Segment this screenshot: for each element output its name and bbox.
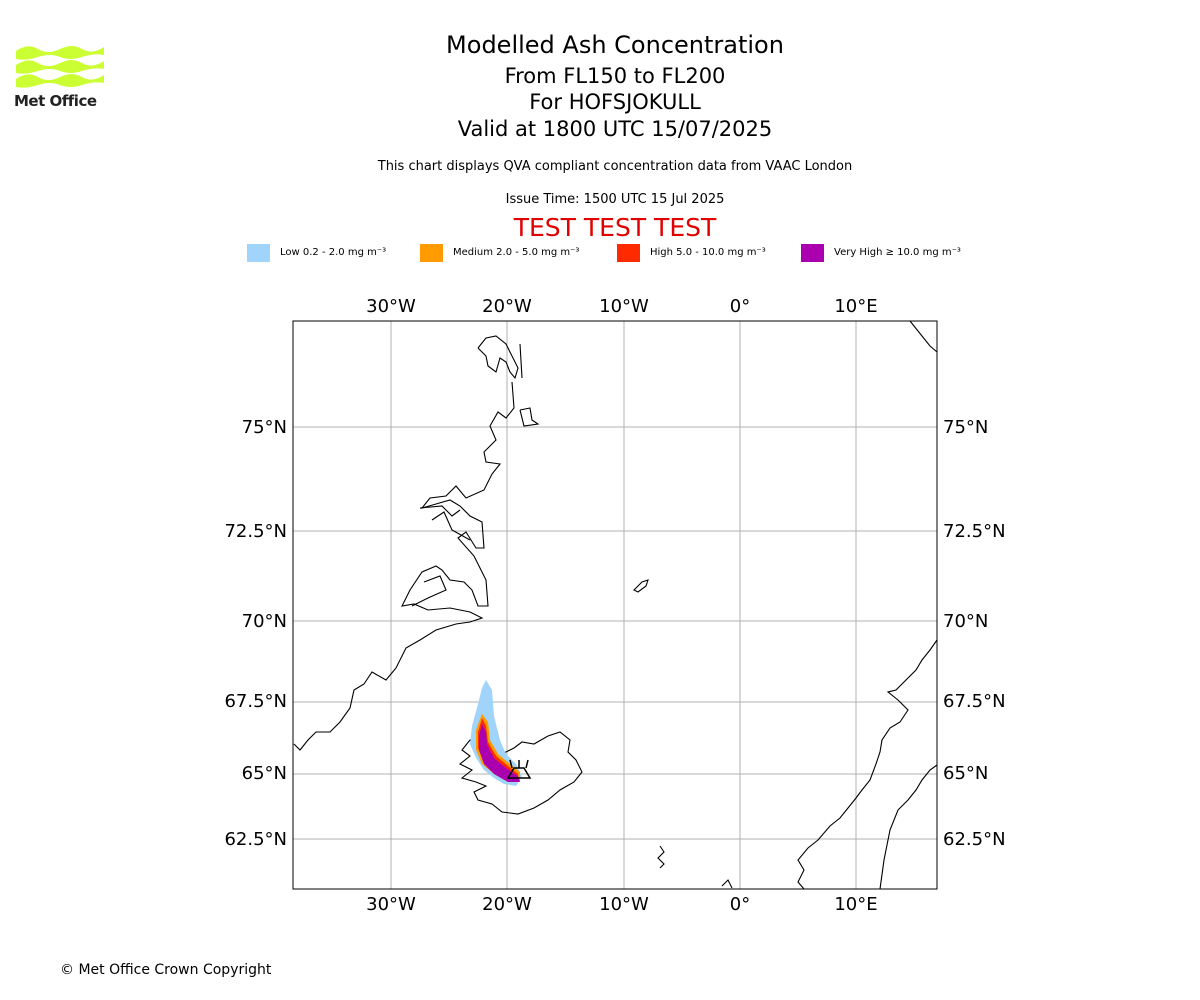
norway-coastline <box>797 639 938 890</box>
lon-labels-top: 30°W 20°W 10°W 0° 10°E <box>366 296 877 317</box>
legend-label-medium: Medium 2.0 - 5.0 mg m⁻³ <box>453 247 580 258</box>
shetland-coastline <box>721 879 733 889</box>
test-banner: TEST TEST TEST <box>513 213 717 242</box>
legend-label-low: Low 0.2 - 2.0 mg m⁻³ <box>280 247 387 258</box>
lat-label-left-62-5n: 62.5°N <box>224 829 287 850</box>
legend-swatch-high <box>617 244 640 262</box>
lon-label-bottom-20w: 20°W <box>482 894 532 915</box>
lat-label-right-75n: 75°N <box>943 417 988 438</box>
map-frame <box>292 320 938 890</box>
faroe-coastline <box>657 845 665 869</box>
valid-time: Valid at 1800 UTC 15/07/2025 <box>457 117 773 141</box>
lon-label-top-0: 0° <box>730 296 750 317</box>
issue-time: Issue Time: 1500 UTC 15 Jul 2025 <box>505 192 725 207</box>
lat-label-right-65n: 65°N <box>943 763 988 784</box>
greenland-fjord-2 <box>411 575 447 607</box>
greenland-coastline <box>293 335 523 751</box>
lat-label-left-65n: 65°N <box>242 763 287 784</box>
lat-label-right-62-5n: 62.5°N <box>943 829 1006 850</box>
lat-labels-right: 75°N 72.5°N 70°N 67.5°N 65°N 62.5°N <box>943 417 1006 850</box>
legend-label-high: High 5.0 - 10.0 mg m⁻³ <box>650 247 766 258</box>
lon-label-top-10w: 10°W <box>599 296 649 317</box>
lon-label-bottom-10e: 10°E <box>834 894 877 915</box>
qva-note: This chart displays QVA compliant concen… <box>377 159 853 174</box>
lon-label-bottom-0: 0° <box>730 894 750 915</box>
lat-labels-left: 75°N 72.5°N 70°N 67.5°N 65°N 62.5°N <box>224 417 287 850</box>
met-office-logo-text: Met Office <box>14 92 97 110</box>
ash-very-high-region <box>479 724 520 782</box>
legend-swatch-very-high <box>801 244 824 262</box>
lat-label-left-72-5n: 72.5°N <box>224 521 287 542</box>
coastlines <box>293 320 938 890</box>
lat-label-right-72-5n: 72.5°N <box>943 521 1006 542</box>
lat-label-left-67-5n: 67.5°N <box>224 691 287 712</box>
legend-label-very-high: Very High ≥ 10.0 mg m⁻³ <box>834 247 961 258</box>
lon-label-top-20w: 20°W <box>482 296 532 317</box>
flight-level-range: From FL150 to FL200 <box>504 64 726 88</box>
legend-swatch-low <box>247 244 270 262</box>
lon-label-top-30w: 30°W <box>366 296 416 317</box>
met-office-logo-icon <box>16 46 104 88</box>
iceland-coastline <box>458 731 583 815</box>
jan-mayen-coastline <box>633 579 649 593</box>
triangle-volcano-icon <box>506 759 532 779</box>
copyright-notice: © Met Office Crown Copyright <box>60 962 272 978</box>
gridlines <box>293 321 937 889</box>
svalbard-coastline <box>909 320 938 353</box>
lon-label-bottom-30w: 30°W <box>366 894 416 915</box>
lon-label-bottom-10w: 10°W <box>599 894 649 915</box>
lon-label-top-10e: 10°E <box>834 296 877 317</box>
ash-cloud <box>470 680 522 786</box>
lon-labels-bottom: 30°W 20°W 10°W 0° 10°E <box>366 894 877 915</box>
chart-title: Modelled Ash Concentration <box>446 31 784 59</box>
legend-swatch-medium <box>420 244 443 262</box>
lat-label-left-75n: 75°N <box>242 417 287 438</box>
lat-label-right-70n: 70°N <box>943 611 988 632</box>
volcano-name: For HOFSJOKULL <box>529 90 701 114</box>
greenland-island <box>519 407 540 427</box>
lat-label-right-67-5n: 67.5°N <box>943 691 1006 712</box>
greenland-fjord-1 <box>419 505 471 541</box>
lat-label-left-70n: 70°N <box>242 611 287 632</box>
